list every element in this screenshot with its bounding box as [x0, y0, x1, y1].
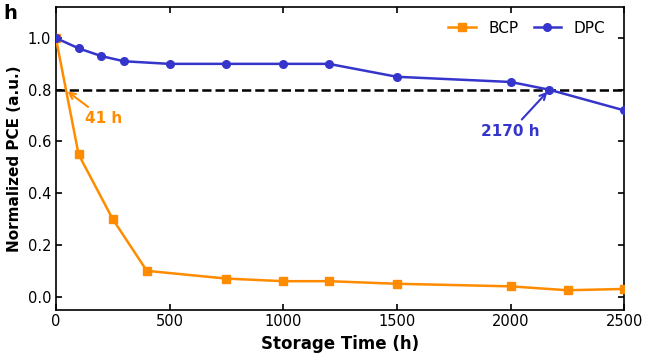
X-axis label: Storage Time (h): Storage Time (h) [261, 335, 419, 353]
BCP [507, 284, 515, 288]
Line: DPC: DPC [52, 34, 628, 114]
Text: 2170 h: 2170 h [481, 94, 546, 139]
BCP [222, 276, 230, 281]
DPC [280, 62, 287, 66]
DPC [621, 108, 629, 113]
DPC [52, 36, 60, 40]
BCP [393, 282, 401, 286]
BCP [143, 269, 151, 273]
Y-axis label: Normalized PCE (a.u.): Normalized PCE (a.u.) [7, 65, 22, 252]
BCP [325, 279, 333, 283]
DPC [75, 46, 83, 50]
BCP [564, 288, 571, 292]
Text: 41 h: 41 h [70, 93, 123, 126]
DPC [507, 80, 515, 84]
BCP [109, 217, 116, 221]
DPC [222, 62, 230, 66]
DPC [98, 54, 105, 58]
Legend: BCP, DPC: BCP, DPC [443, 15, 611, 42]
DPC [545, 87, 553, 92]
BCP [52, 36, 60, 40]
DPC [393, 75, 401, 79]
DPC [166, 62, 174, 66]
DPC [120, 59, 128, 63]
Text: h: h [3, 4, 17, 23]
BCP [280, 279, 287, 283]
DPC [325, 62, 333, 66]
BCP [75, 152, 83, 157]
Line: BCP: BCP [52, 34, 628, 294]
BCP [621, 287, 629, 291]
